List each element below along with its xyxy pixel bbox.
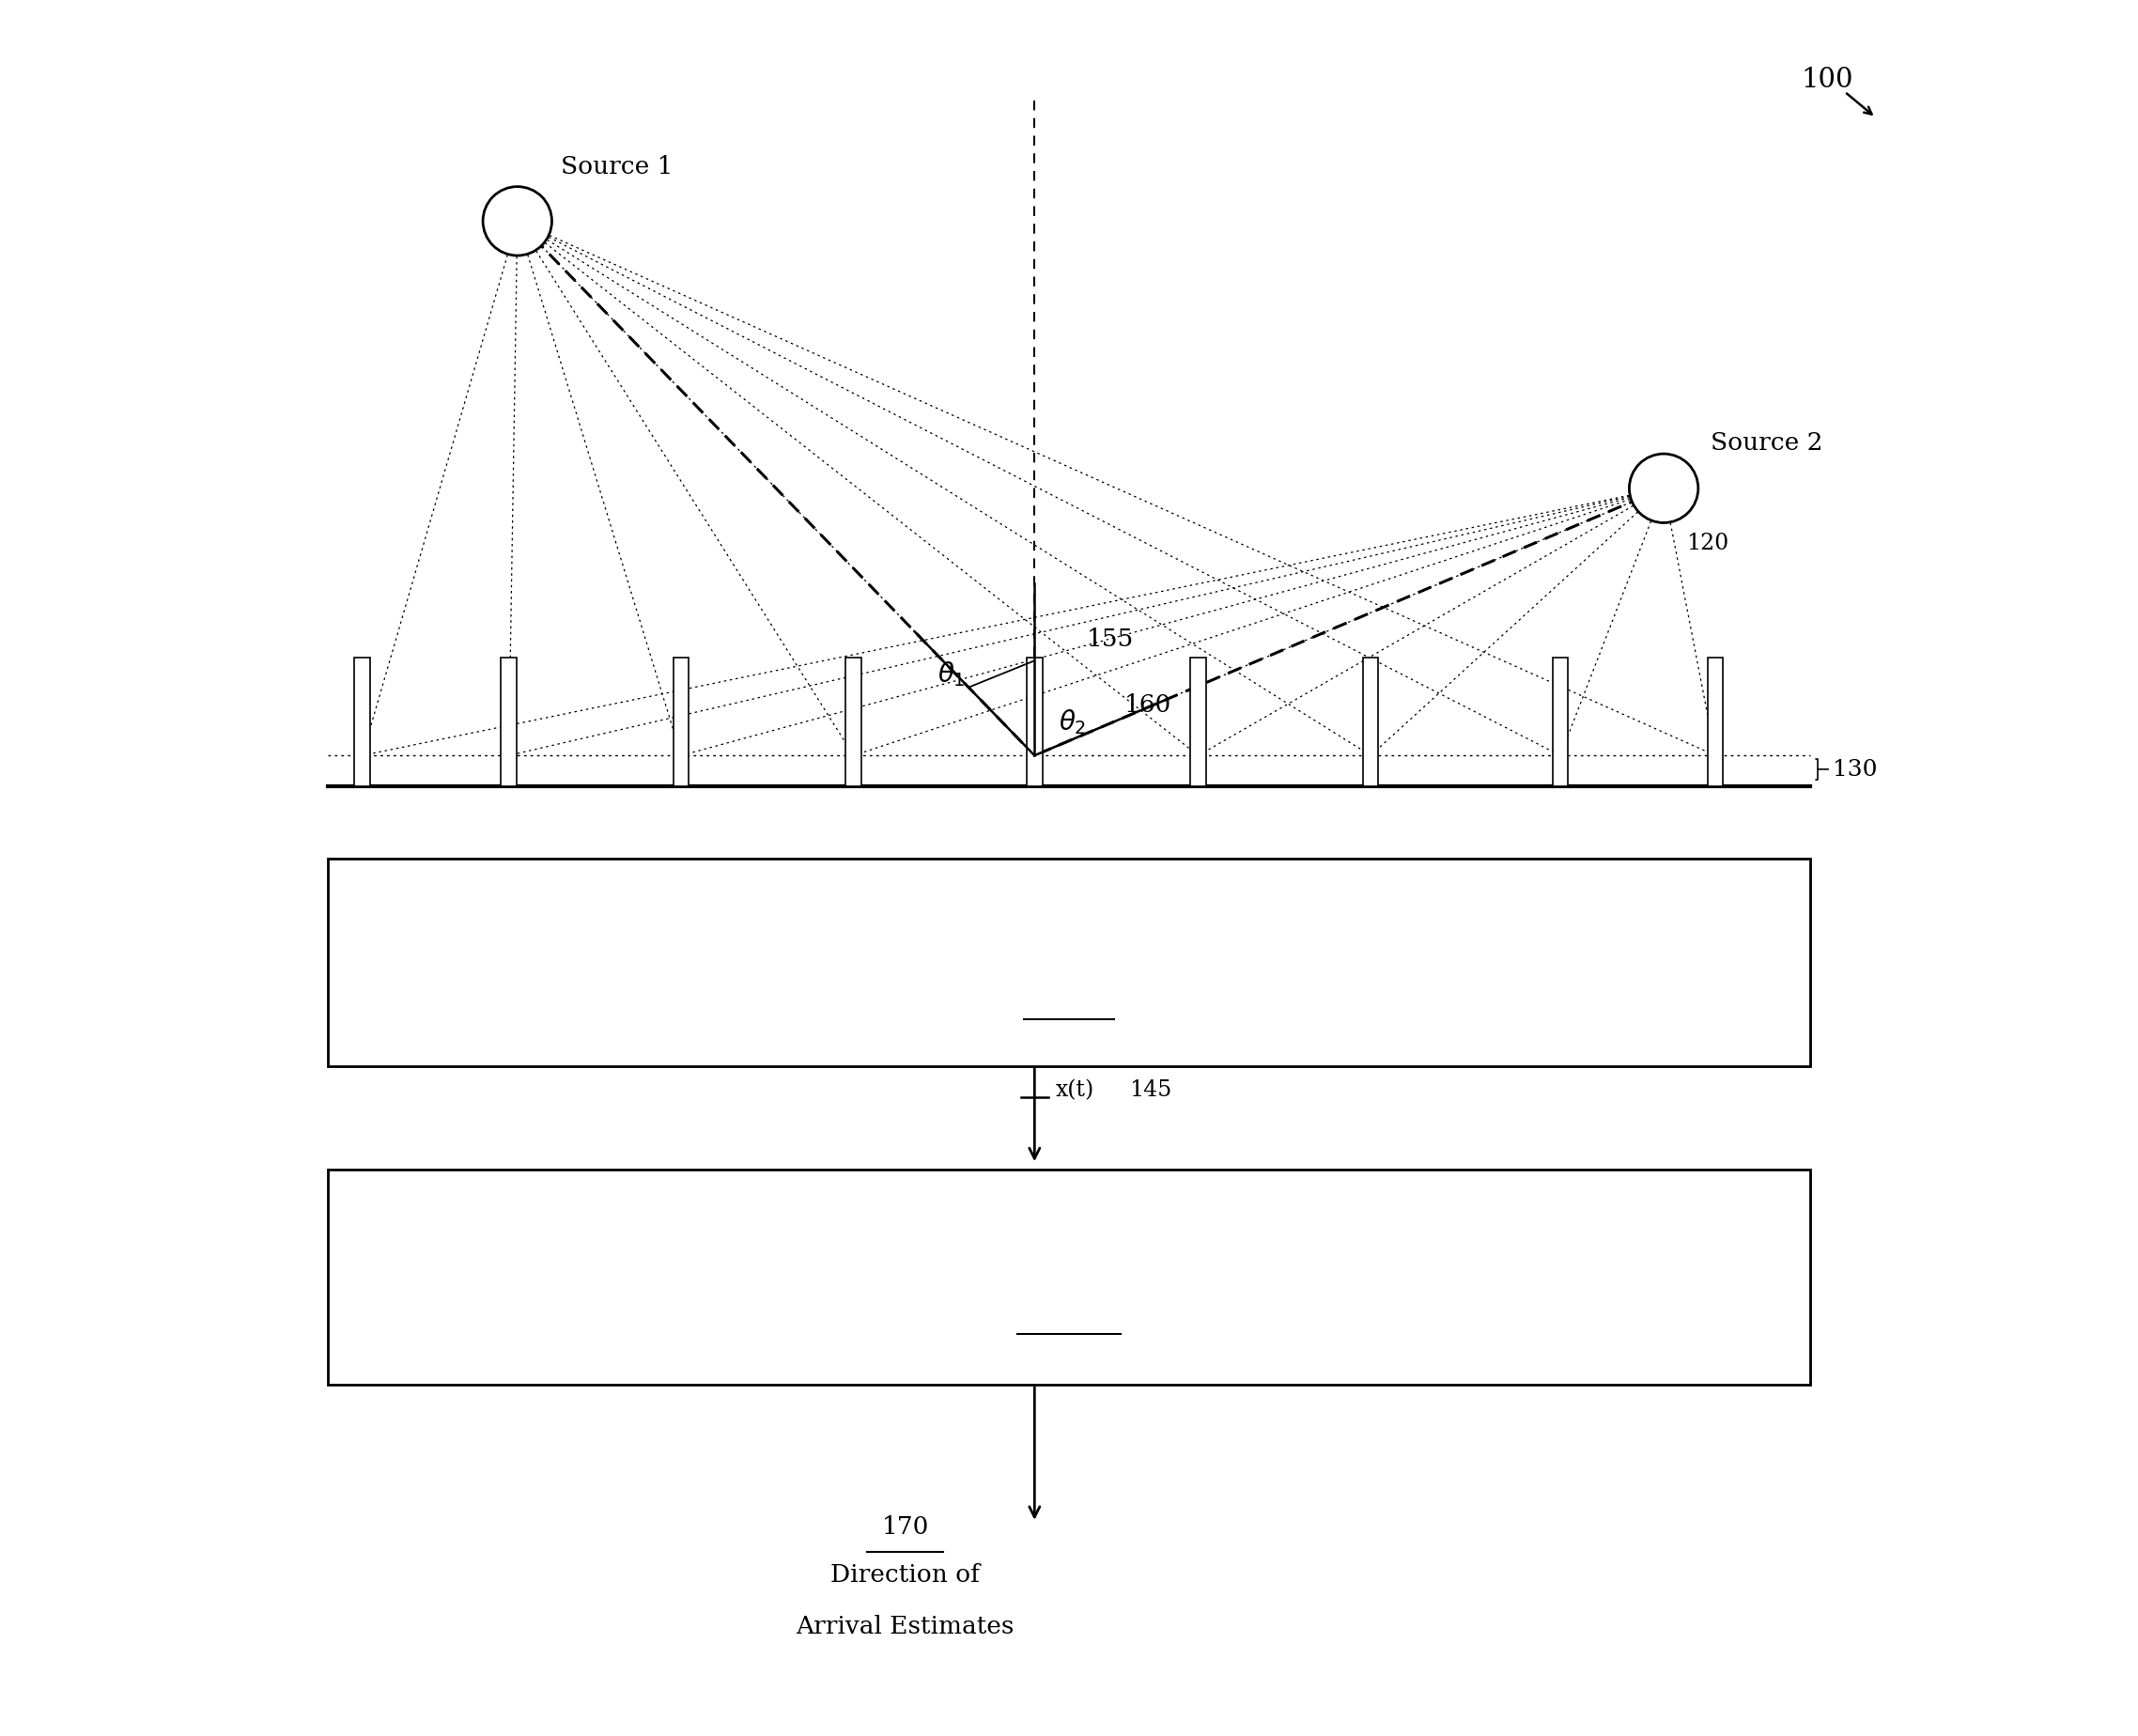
Text: 200: 200 bbox=[1045, 1297, 1093, 1319]
Text: Array Receiver Front End Unit: Array Receiver Front End Unit bbox=[855, 911, 1283, 937]
Text: Direction of: Direction of bbox=[832, 1562, 979, 1585]
Bar bbox=[847, 658, 862, 786]
Text: 110: 110 bbox=[500, 231, 543, 252]
Text: Source 1: Source 1 bbox=[560, 155, 673, 179]
Bar bbox=[1708, 658, 1723, 786]
Bar bbox=[1362, 658, 1379, 786]
Bar bbox=[500, 658, 517, 786]
Text: 120: 120 bbox=[1687, 531, 1730, 554]
Bar bbox=[327, 859, 1811, 1066]
Text: 145: 145 bbox=[1129, 1078, 1172, 1101]
Text: x(t): x(t) bbox=[1056, 1078, 1095, 1101]
Text: 155: 155 bbox=[1086, 627, 1133, 651]
Bar bbox=[1191, 658, 1206, 786]
Bar bbox=[1552, 658, 1567, 786]
Text: $\theta_1$: $\theta_1$ bbox=[939, 660, 966, 687]
Bar bbox=[673, 658, 688, 786]
Text: Arrival Estimates: Arrival Estimates bbox=[795, 1614, 1013, 1637]
Text: 170: 170 bbox=[881, 1514, 928, 1538]
Text: Cross Coherence Spectral Analyzer: Cross Coherence Spectral Analyzer bbox=[823, 1226, 1315, 1252]
Bar bbox=[355, 658, 370, 786]
Text: 130: 130 bbox=[1832, 759, 1877, 781]
Text: 160: 160 bbox=[1125, 693, 1172, 715]
Circle shape bbox=[483, 187, 552, 257]
Bar bbox=[1026, 658, 1043, 786]
Text: Source 2: Source 2 bbox=[1710, 431, 1822, 455]
Text: 100: 100 bbox=[1800, 66, 1854, 94]
Text: 140: 140 bbox=[1045, 983, 1093, 1005]
Circle shape bbox=[1629, 455, 1698, 524]
Text: $\theta_2$: $\theta_2$ bbox=[1058, 707, 1086, 736]
Bar bbox=[327, 1170, 1811, 1385]
